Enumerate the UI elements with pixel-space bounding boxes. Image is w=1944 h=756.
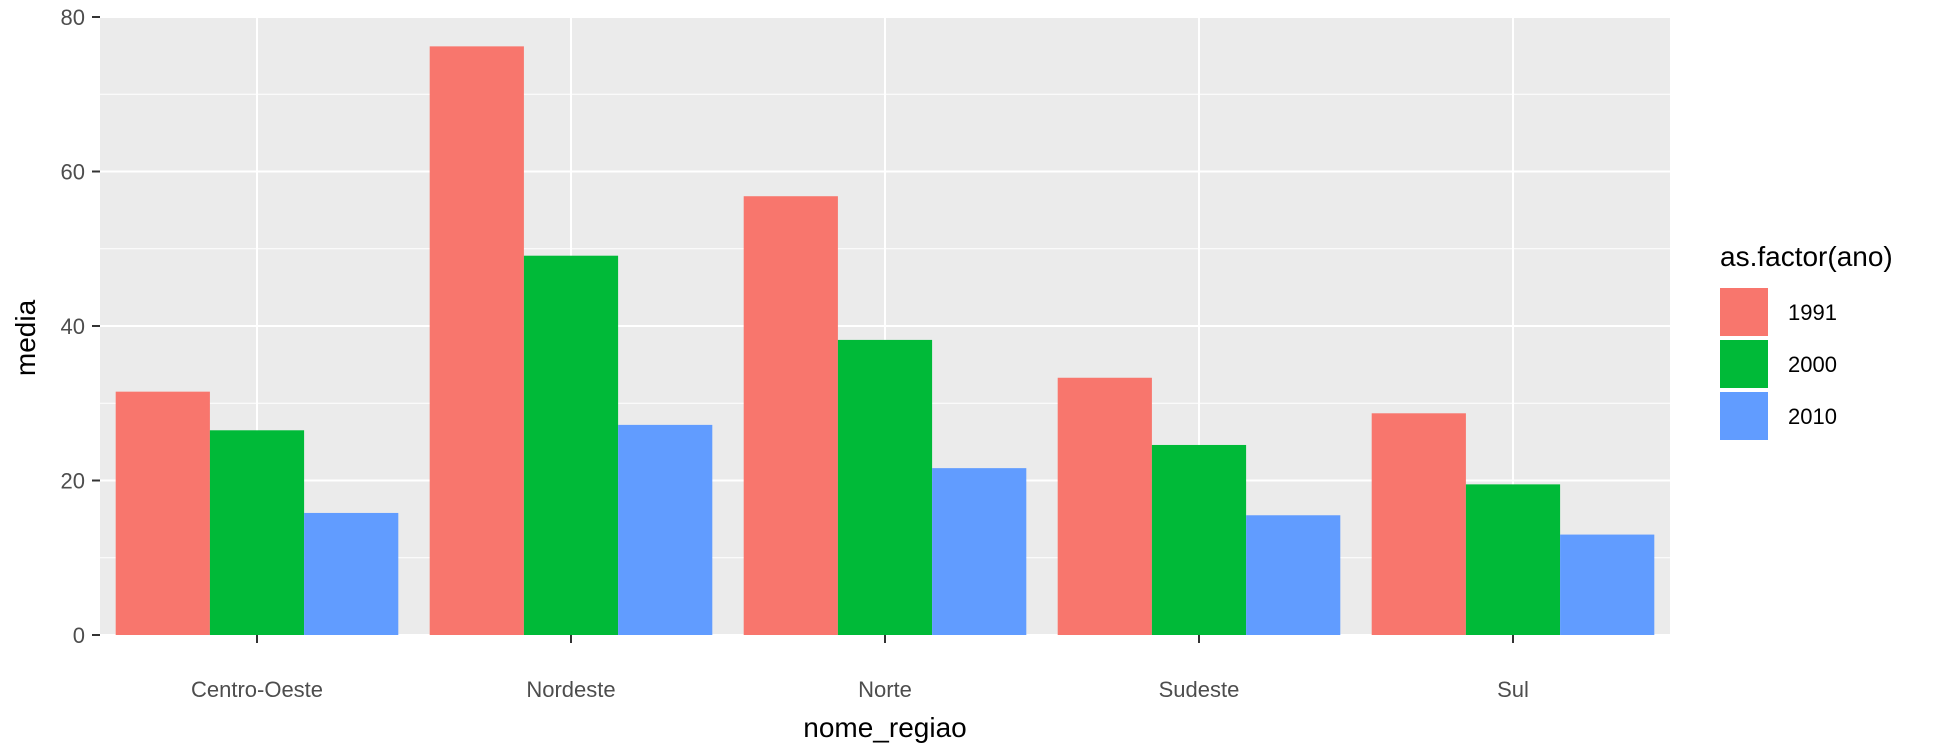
y-tick-label: 0 [73, 623, 85, 648]
legend-key-1991 [1720, 288, 1768, 336]
x-tick-label: Nordeste [526, 677, 615, 702]
y-tick-label: 20 [61, 469, 85, 494]
bar-2010-centro-oeste [304, 512, 399, 635]
x-tick-label: Sul [1497, 677, 1529, 702]
y-axis-title: media [10, 299, 41, 376]
y-axis: 0 20 40 60 80 [61, 5, 100, 648]
legend: as.factor(ano) 1991 2000 2010 [1720, 241, 1893, 440]
x-axis-title: nome_regiao [803, 712, 966, 743]
bar-2010-sul [1560, 534, 1655, 635]
legend-key-2000 [1720, 340, 1768, 388]
legend-label: 2010 [1788, 404, 1837, 429]
y-tick-label: 60 [61, 160, 85, 185]
bar-2010-sudeste [1246, 515, 1341, 635]
y-tick-label: 40 [61, 314, 85, 339]
x-tick-label: Centro-Oeste [191, 677, 323, 702]
x-axis: Centro-Oeste Nordeste Norte Sudeste Sul [191, 635, 1529, 702]
bar-1991-nordeste [429, 46, 524, 636]
bar-1991-sul [1371, 413, 1466, 635]
x-tick-label: Norte [858, 677, 912, 702]
bar-2010-nordeste [618, 424, 713, 635]
legend-title: as.factor(ano) [1720, 241, 1893, 272]
bar-2000-sul [1465, 484, 1561, 635]
bar-2000-norte [837, 339, 933, 635]
bars [115, 46, 1655, 636]
legend-label: 2000 [1788, 352, 1837, 377]
bar-2000-nordeste [523, 255, 619, 635]
bar-2000-centro-oeste [209, 430, 305, 635]
y-tick-label: 80 [61, 5, 85, 30]
bar-1991-sudeste [1057, 377, 1152, 635]
bar-1991-centro-oeste [115, 391, 210, 635]
legend-label: 1991 [1788, 300, 1837, 325]
bar-1991-norte [743, 196, 838, 635]
x-tick-label: Sudeste [1159, 677, 1240, 702]
bar-2010-norte [932, 468, 1027, 635]
bar-2000-sudeste [1151, 444, 1247, 635]
legend-key-2010 [1720, 392, 1768, 440]
